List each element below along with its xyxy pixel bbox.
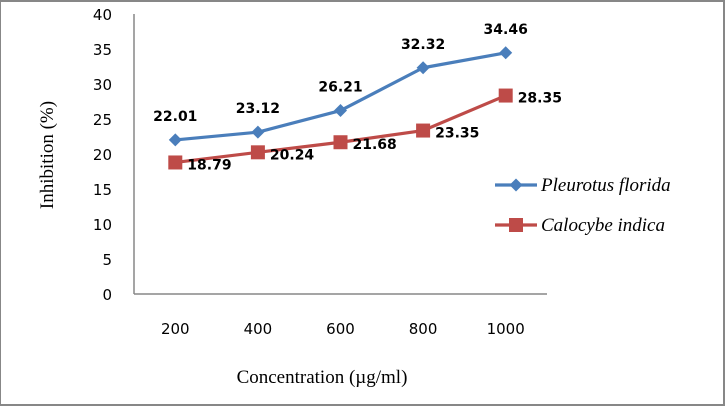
y-tick-label: 0 [102, 286, 112, 304]
data-label: 18.79 [187, 157, 231, 173]
data-label: 23.12 [236, 101, 280, 117]
x-axis-ticks: 200 400 600 800 1000 [161, 320, 525, 338]
diamond-marker [416, 61, 430, 75]
x-tick-label: 200 [161, 320, 190, 338]
y-tick-label: 40 [93, 6, 112, 24]
data-label: 26.21 [318, 80, 362, 96]
data-label: 34.46 [484, 22, 528, 38]
x-tick-label: 1000 [487, 320, 525, 338]
square-marker [333, 135, 348, 150]
legend-label: Calocybe indica [541, 215, 665, 236]
data-label: 21.68 [353, 137, 397, 153]
data-label: 23.35 [435, 126, 479, 142]
legend-label: Pleurotus florida [540, 175, 671, 196]
data-label: 22.01 [153, 109, 197, 125]
y-axis-title: Inhibition (%) [37, 101, 58, 209]
square-marker [498, 88, 513, 103]
y-tick-label: 15 [93, 181, 112, 199]
diamond-marker [509, 178, 523, 192]
data-labels: 22.01 23.12 26.21 32.32 34.46 18.79 20.24 21.68… [153, 22, 562, 174]
y-tick-label: 35 [93, 41, 112, 59]
diamond-marker [499, 46, 513, 60]
legend: Pleurotus florida Calocybe indica [495, 175, 671, 236]
diamond-marker [168, 133, 182, 147]
y-tick-label: 25 [93, 111, 112, 129]
y-tick-label: 5 [102, 251, 112, 269]
data-label: 28.35 [518, 91, 562, 107]
y-tick-label: 10 [93, 216, 112, 234]
square-marker [168, 155, 183, 170]
x-tick-label: 600 [326, 320, 355, 338]
y-tick-label: 30 [93, 76, 112, 94]
square-marker [250, 145, 265, 160]
square-marker [509, 218, 523, 232]
series-group [168, 46, 513, 170]
diamond-marker [334, 104, 347, 118]
data-label: 32.32 [401, 37, 445, 53]
y-tick-label: 20 [93, 146, 112, 164]
x-axis-title: Concentration (µg/ml) [237, 367, 408, 388]
x-tick-label: 400 [244, 320, 273, 338]
x-tick-label: 800 [409, 320, 438, 338]
y-axis-ticks: 0 5 10 15 20 25 30 35 40 [93, 6, 112, 304]
diamond-marker [251, 125, 265, 139]
data-label: 20.24 [270, 147, 315, 163]
square-marker [416, 123, 431, 138]
